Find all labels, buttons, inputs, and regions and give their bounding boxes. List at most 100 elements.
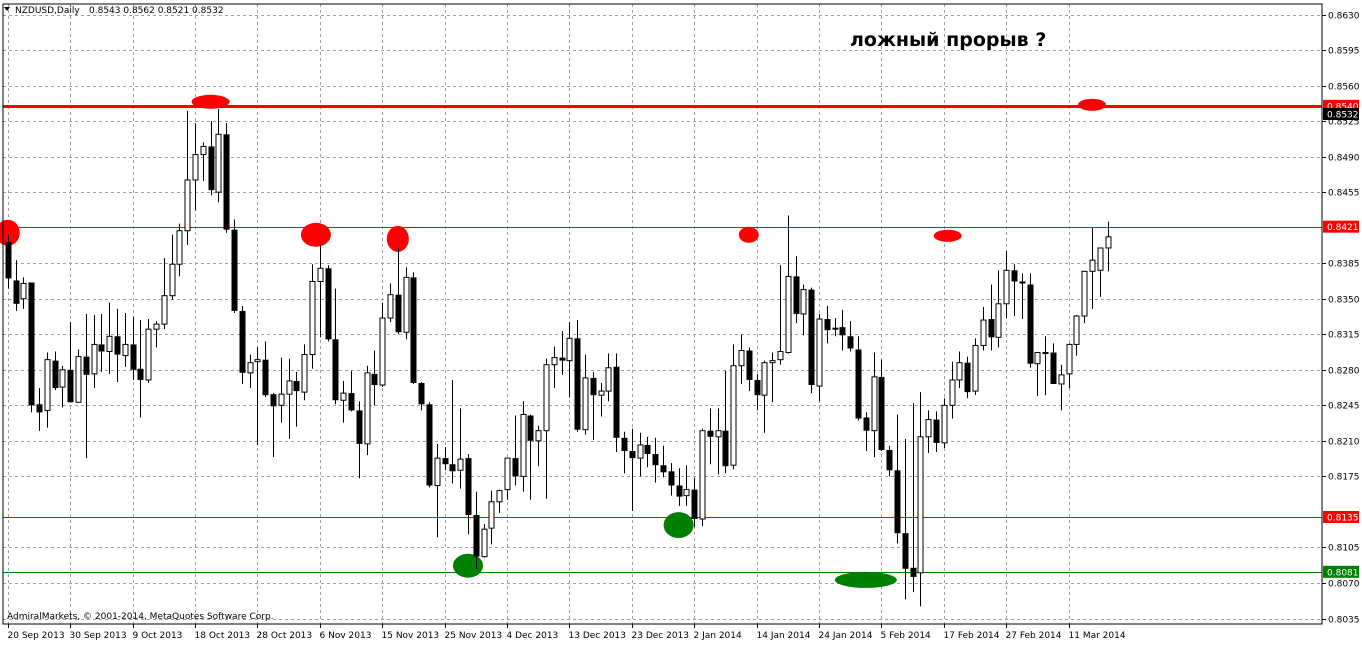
y-tick-label: 0.8280 <box>1328 367 1360 377</box>
candle-body-bear <box>847 336 854 349</box>
candle-body-bull <box>1089 259 1096 272</box>
candle <box>637 432 644 477</box>
candle-body-bull <box>535 430 542 442</box>
candle-body-bear <box>98 344 105 352</box>
candle <box>964 356 971 399</box>
candle <box>777 265 784 365</box>
x-tick-label: 24 Jan 2014 <box>819 631 873 641</box>
candle-body-bull <box>496 490 503 503</box>
candle <box>426 402 433 488</box>
candle <box>247 354 254 389</box>
candle <box>223 123 230 233</box>
price-tag-label: 0.8081 <box>1327 568 1359 578</box>
price-tag-label: 0.8421 <box>1327 223 1359 233</box>
candle-body-bear <box>395 294 402 333</box>
candle-body-bull <box>91 343 98 375</box>
candle <box>1089 227 1096 309</box>
candle-body-bull <box>925 419 932 438</box>
candle <box>902 438 909 600</box>
price-tag-label: 0.8540 <box>1327 102 1359 112</box>
candle <box>286 358 293 439</box>
candle <box>176 223 183 277</box>
candle-body-bear <box>707 430 714 437</box>
candle-body-bull <box>481 528 488 558</box>
resistance-marker <box>386 225 409 252</box>
candle <box>910 403 917 593</box>
candle <box>20 277 27 309</box>
price-tag <box>1323 510 1359 523</box>
x-tick-label: 20 Sep 2013 <box>8 631 65 641</box>
candle-body-bull <box>215 133 222 193</box>
candle <box>933 411 940 453</box>
candle-body-bull <box>286 380 293 395</box>
candle <box>114 308 121 382</box>
candle-body-bear <box>652 454 659 466</box>
candle <box>434 443 441 538</box>
candle <box>1105 221 1112 272</box>
candle <box>410 272 417 385</box>
candle <box>184 110 191 245</box>
candle-body-bear <box>527 415 534 441</box>
candle-body-bull <box>699 430 706 520</box>
candle <box>301 344 308 401</box>
candle <box>785 215 792 354</box>
y-tick-label: 0.8630 <box>1328 12 1360 22</box>
menu-arrow-icon[interactable] <box>4 7 10 11</box>
candle <box>457 408 464 489</box>
candle-body-bear <box>988 319 995 338</box>
candle <box>808 287 815 394</box>
marker-layer <box>0 94 1106 588</box>
candle-body-bear <box>559 357 566 361</box>
candle <box>98 313 105 372</box>
candle-body-bull <box>730 365 737 466</box>
candle <box>800 284 807 336</box>
candle-body-bull <box>1066 343 1073 375</box>
chart-header: NZDUSD,Daily 0.8543 0.8562 0.8521 0.8532 <box>4 6 224 16</box>
x-tick-label: 11 Mar 2014 <box>1069 631 1126 641</box>
candle <box>1073 314 1080 356</box>
x-tick-label: 4 Dec 2013 <box>507 631 559 641</box>
y-tick-label: 0.8595 <box>1328 47 1360 57</box>
candle <box>527 414 534 500</box>
candle <box>418 381 425 411</box>
candle-body-bull <box>247 362 254 374</box>
candle-body-bear <box>410 277 417 383</box>
candle <box>1066 343 1073 389</box>
candle <box>512 415 519 486</box>
candle <box>75 349 82 403</box>
candle-body-bull <box>122 343 129 357</box>
candle-body-bull <box>184 179 191 232</box>
candle-body-bear <box>824 319 831 331</box>
candle <box>91 314 98 389</box>
candle-body-bull <box>254 359 261 363</box>
candle <box>676 468 683 506</box>
candle <box>215 108 222 203</box>
candle-body-bear <box>208 146 215 191</box>
annotation-text: ложный прорыв ? <box>850 29 1046 51</box>
price-tag-label: 0.8135 <box>1327 513 1359 523</box>
candle-body-bear <box>894 470 901 534</box>
candle <box>660 445 667 478</box>
candle-body-bull <box>551 357 558 366</box>
candle <box>754 373 761 411</box>
candle <box>340 380 347 423</box>
candle-body-bear <box>137 368 144 380</box>
candle-body-bear <box>691 489 698 520</box>
candle <box>722 370 729 474</box>
candle-body-bear <box>465 458 472 515</box>
candle-body-bull <box>488 501 495 529</box>
candle-body-bull <box>637 444 644 459</box>
candle <box>36 388 43 431</box>
candle <box>535 425 542 467</box>
candle <box>847 321 854 352</box>
candle-body-bull <box>1081 270 1088 317</box>
candle-body-bear <box>621 437 628 452</box>
candle <box>793 256 800 324</box>
candle <box>691 477 698 528</box>
candle <box>894 414 901 544</box>
candle-body-bull <box>387 294 394 319</box>
candle-body-bear <box>13 280 20 304</box>
candle-body-bear <box>668 471 675 486</box>
candle-body-bull <box>598 390 605 396</box>
